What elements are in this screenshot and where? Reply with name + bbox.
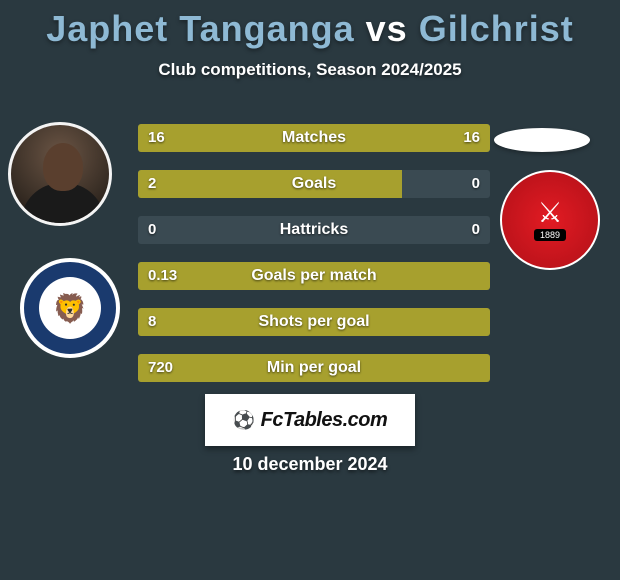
stats-bars: 1616Matches 20Goals 00Hattricks 0.13Goals p… xyxy=(138,124,490,400)
stat-label: Matches xyxy=(138,124,490,152)
stat-row: 1616Matches xyxy=(138,124,490,152)
stat-row: 720Min per goal xyxy=(138,354,490,382)
player1-name: Japhet Tanganga xyxy=(46,8,354,49)
stat-label: Min per goal xyxy=(138,354,490,382)
branding-text: FcTables.com xyxy=(261,409,388,432)
subtitle: Club competitions, Season 2024/2025 xyxy=(0,60,620,80)
stat-label: Shots per goal xyxy=(138,308,490,336)
player1-club-badge: 🦁 xyxy=(20,258,120,358)
player1-avatar xyxy=(8,122,112,226)
stat-row: 0.13Goals per match xyxy=(138,262,490,290)
player2-name: Gilchrist xyxy=(419,8,574,49)
stat-label: Goals xyxy=(138,170,490,198)
stat-row: 20Goals xyxy=(138,170,490,198)
branding-badge: ⚽ FcTables.com xyxy=(205,394,415,446)
stat-row: 8Shots per goal xyxy=(138,308,490,336)
lion-icon: 🦁 xyxy=(39,277,101,339)
stat-row: 00Hattricks xyxy=(138,216,490,244)
soccer-ball-icon: ⚽ xyxy=(233,410,255,431)
player2-avatar-placeholder xyxy=(494,128,590,152)
vs-separator: vs xyxy=(366,8,408,49)
stat-label: Hattricks xyxy=(138,216,490,244)
swords-icon: ⚔ xyxy=(537,199,562,227)
badge-year: 1889 xyxy=(534,229,566,241)
player2-club-badge: ⚔ 1889 xyxy=(500,170,600,270)
date-text: 10 december 2024 xyxy=(0,454,620,475)
comparison-title: Japhet Tanganga vs Gilchrist xyxy=(0,0,620,50)
stat-label: Goals per match xyxy=(138,262,490,290)
